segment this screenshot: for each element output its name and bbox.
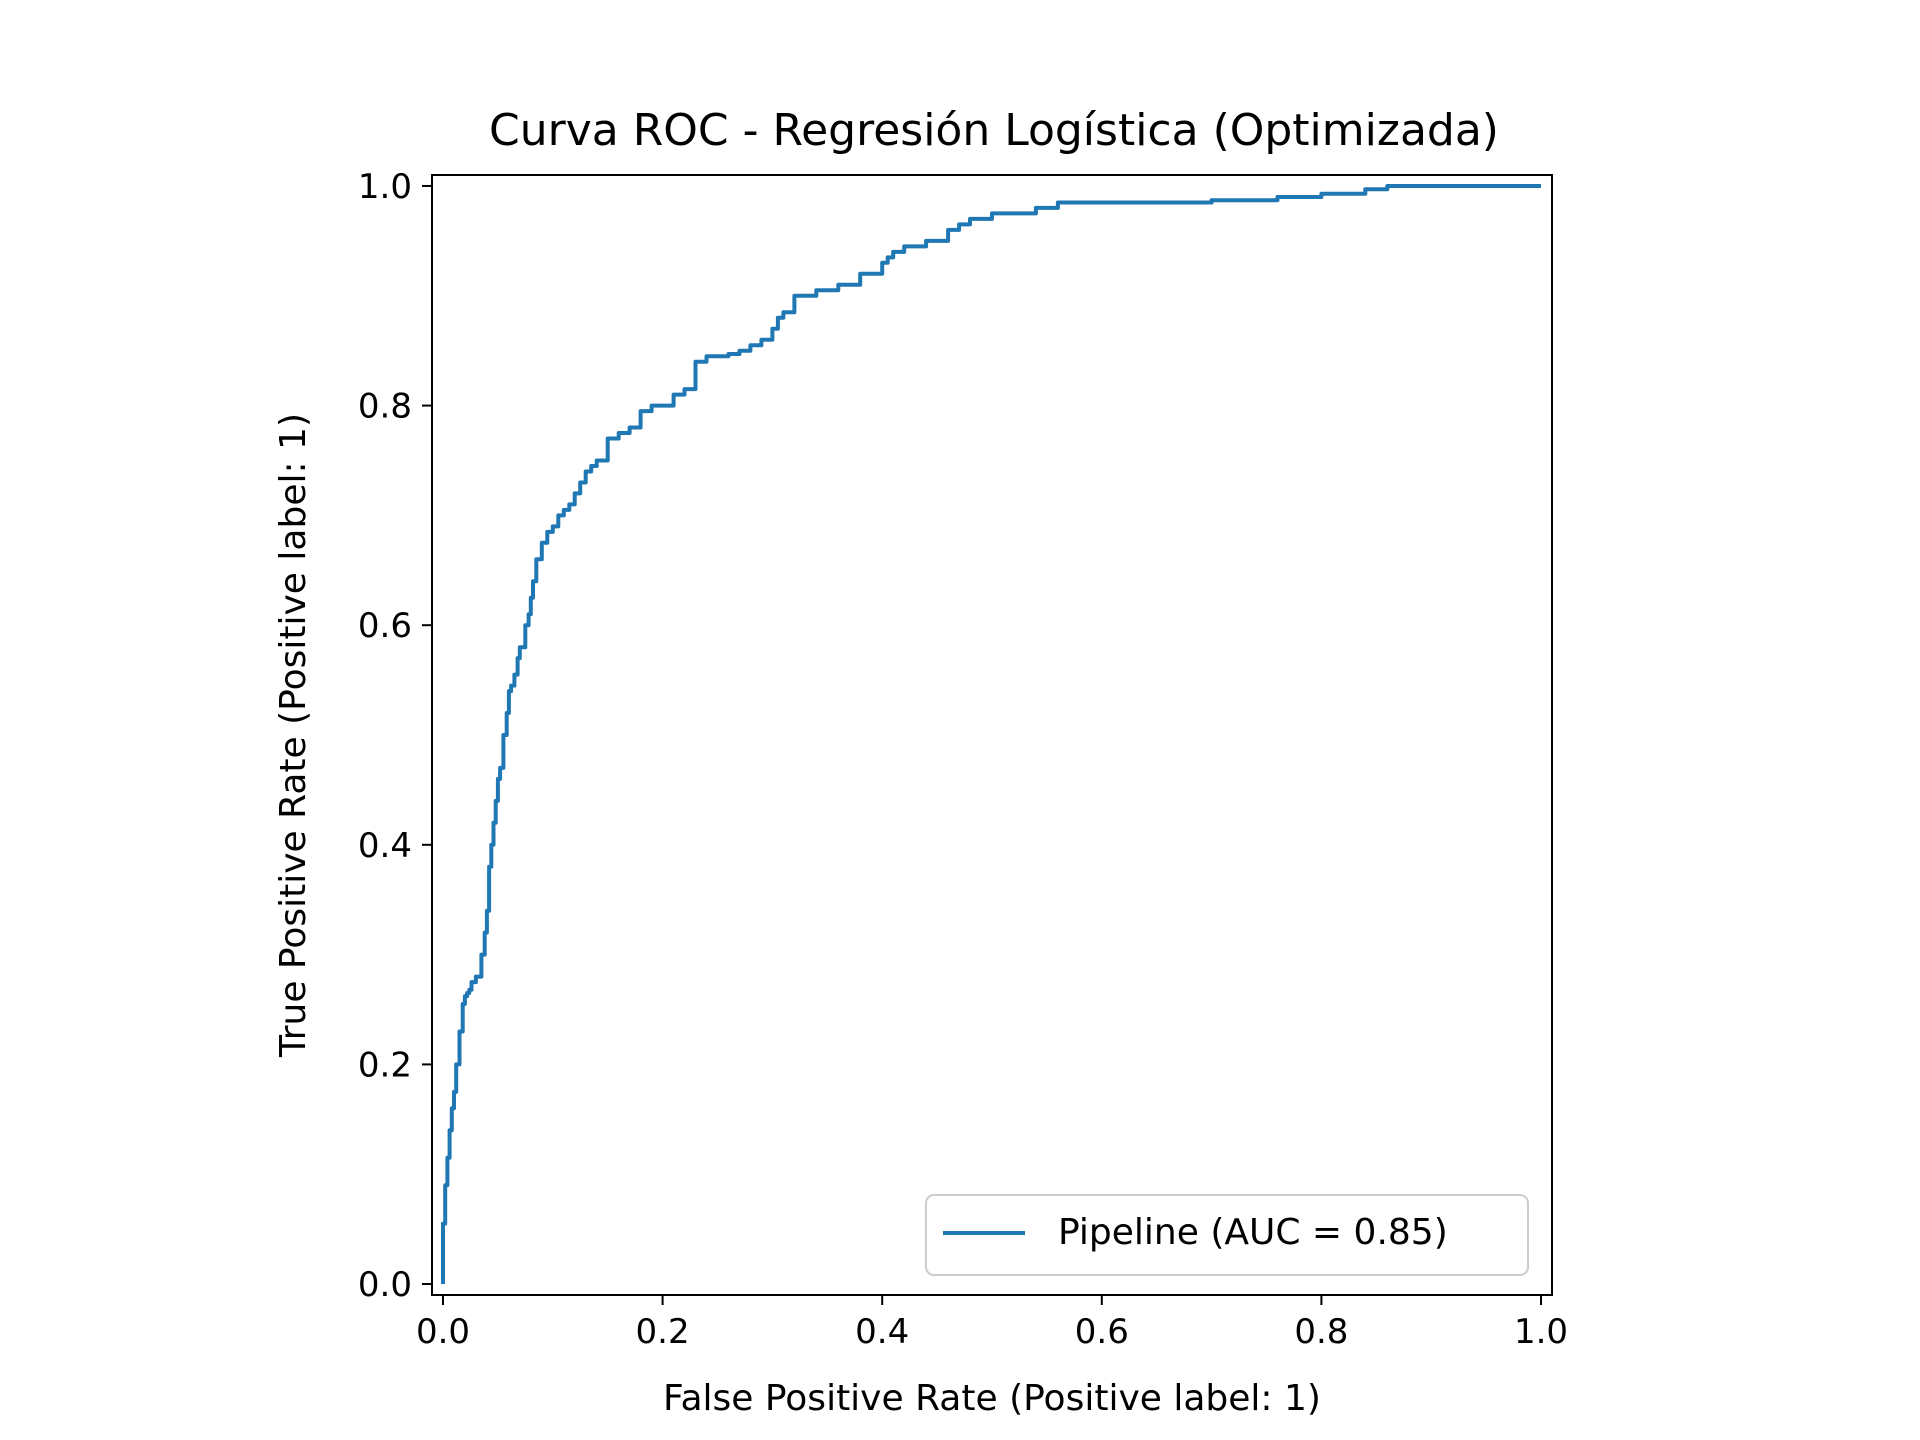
x-tick-label: 0.8 (1294, 1312, 1348, 1352)
chart-title: Curva ROC - Regresión Logística (Optimiz… (489, 105, 1499, 156)
legend-label: Pipeline (AUC = 0.85) (1058, 1212, 1448, 1253)
legend-box (925, 1194, 1529, 1276)
roc-curve-line (441, 184, 1541, 1284)
roc-line-layer (441, 184, 1541, 1284)
x-tick-label: 0.2 (636, 1312, 690, 1352)
x-tick-label: 0.6 (1075, 1312, 1129, 1352)
y-axis-ticks: 0.0 0.2 0.4 0.6 0.8 1.0 (358, 167, 432, 1305)
x-axis-label: False Positive Rate (Positive label: 1) (663, 1378, 1321, 1419)
x-tick-label: 0.0 (416, 1312, 470, 1352)
y-tick-label: 0.2 (358, 1045, 412, 1085)
y-axis-label: True Positive Rate (Positive label: 1) (273, 413, 314, 1058)
y-tick-label: 0.0 (358, 1265, 412, 1305)
y-tick-label: 0.6 (358, 606, 412, 646)
x-tick-label: 0.4 (855, 1312, 909, 1352)
plot-frame (431, 174, 1553, 1296)
y-tick-label: 0.4 (358, 826, 412, 866)
x-axis-ticks: 0.0 0.2 0.4 0.6 0.8 1.0 (416, 1295, 1568, 1352)
x-tick-label: 1.0 (1514, 1312, 1568, 1352)
y-tick-label: 1.0 (358, 167, 412, 207)
y-tick-label: 0.8 (358, 387, 412, 427)
legend: Pipeline (AUC = 0.85) (925, 1194, 1529, 1276)
